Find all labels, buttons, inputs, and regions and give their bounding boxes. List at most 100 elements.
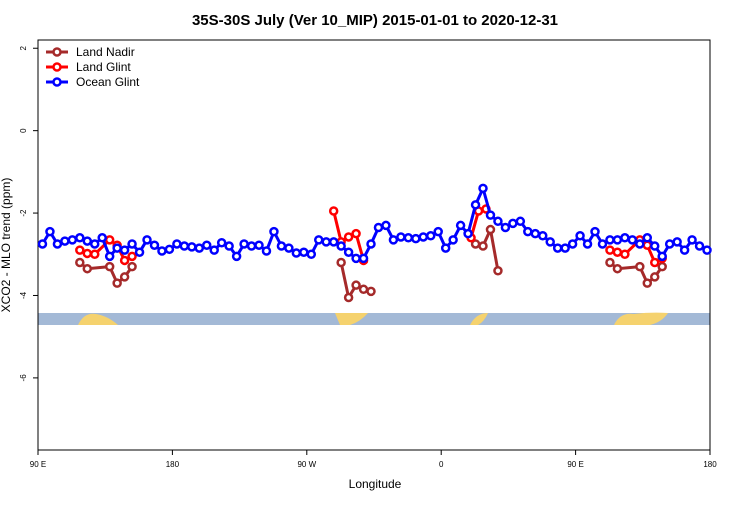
legend-point [52, 47, 62, 57]
point [366, 239, 376, 249]
point [149, 240, 160, 250]
point [127, 251, 137, 262]
point [89, 239, 100, 249]
y-tick-label: -2 [19, 209, 28, 217]
point [60, 236, 70, 246]
point [612, 235, 623, 245]
point [396, 232, 406, 242]
point [523, 226, 533, 237]
legend-label: Land Nadir [76, 45, 135, 59]
point [440, 243, 451, 253]
point [620, 233, 630, 243]
point [127, 239, 137, 249]
point [448, 235, 458, 245]
point [299, 247, 309, 257]
point [164, 244, 175, 255]
point [366, 286, 376, 297]
point [336, 241, 346, 251]
point [605, 257, 615, 268]
point [649, 272, 660, 282]
point [612, 263, 623, 274]
x-axis-label: Longitude [349, 477, 402, 491]
point [351, 280, 361, 290]
point [679, 245, 690, 255]
point [635, 239, 645, 249]
legend-point [52, 77, 62, 87]
x-tick-label: 90 E [30, 460, 46, 469]
point [537, 230, 548, 241]
point [254, 240, 264, 250]
point [67, 235, 78, 245]
point [75, 257, 85, 268]
point [582, 239, 593, 249]
point [657, 261, 667, 272]
point [224, 241, 234, 251]
x-tick-label: 90 E [567, 460, 583, 469]
point [284, 243, 294, 253]
point [425, 230, 436, 241]
point [187, 242, 197, 252]
point [388, 235, 399, 245]
point [119, 272, 130, 282]
point [649, 257, 660, 268]
point [343, 247, 354, 257]
point [500, 222, 511, 233]
point [239, 239, 249, 249]
legend-label: Ocean Glint [76, 75, 140, 89]
point [231, 251, 242, 262]
y-tick-label: -6 [19, 374, 28, 382]
map-strip [38, 312, 710, 325]
series-line [79, 207, 663, 265]
point [343, 232, 354, 242]
point [194, 243, 205, 253]
point [306, 249, 317, 260]
point [142, 235, 152, 245]
point [493, 216, 503, 227]
point [246, 241, 257, 251]
point [201, 240, 212, 250]
point [635, 261, 645, 272]
point [552, 243, 563, 253]
point [216, 237, 227, 248]
point [336, 257, 346, 268]
point [381, 220, 391, 231]
point [104, 235, 115, 245]
point [515, 216, 526, 227]
point [612, 247, 623, 257]
point [269, 226, 279, 237]
point [112, 278, 122, 288]
point [493, 266, 503, 276]
point [575, 230, 585, 241]
point [649, 241, 660, 251]
point [328, 206, 339, 216]
point [597, 239, 608, 249]
point [75, 245, 85, 255]
point [605, 235, 615, 245]
point [470, 200, 481, 210]
point [672, 237, 682, 247]
point [694, 241, 705, 251]
point [119, 255, 130, 266]
point [358, 284, 369, 295]
point [261, 246, 272, 256]
point [291, 248, 302, 258]
point [485, 224, 496, 235]
y-tick-label: -4 [19, 291, 28, 299]
point [82, 263, 93, 274]
point [687, 235, 697, 245]
point [119, 245, 130, 255]
point [455, 220, 466, 231]
point [605, 245, 615, 255]
point [52, 239, 63, 249]
point [545, 237, 555, 247]
y-axis-label: XCO2 - MLO trend (ppm) [0, 178, 13, 313]
point [358, 253, 369, 264]
point [104, 251, 115, 262]
point [172, 239, 182, 249]
point [560, 243, 570, 253]
point [45, 226, 55, 237]
point [590, 226, 600, 237]
point [411, 233, 421, 244]
point [89, 249, 100, 260]
